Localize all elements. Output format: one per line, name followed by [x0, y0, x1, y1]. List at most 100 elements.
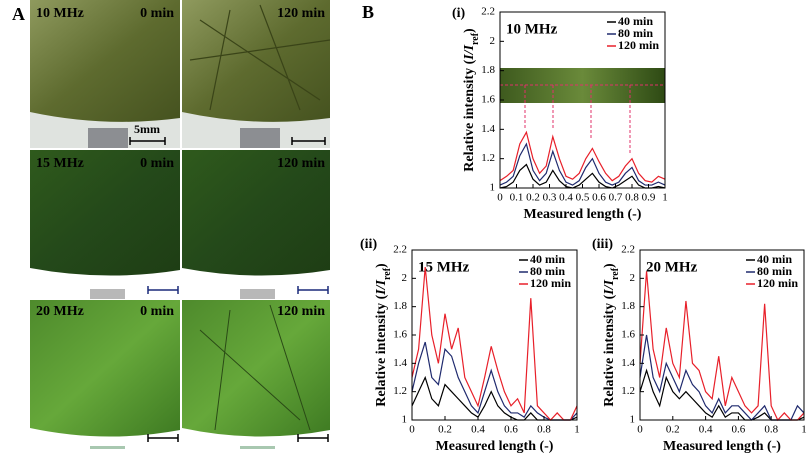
x-tick-label: 0.2 [526, 192, 540, 204]
photo [182, 150, 330, 276]
y-tick-label: 1.4 [481, 123, 495, 135]
y-axis-label: Relative intensity (I/Iref) [602, 263, 621, 407]
y-tick-label: 1.4 [621, 357, 635, 369]
y-axis-label-part: Relative intensity ( [462, 59, 477, 171]
x-tick-label: 0.6 [504, 424, 518, 436]
x-tick-label: 0.8 [537, 424, 551, 436]
scale-label: 5mm [134, 122, 160, 136]
y-tick-label: 1.6 [481, 94, 495, 106]
x-tick-label: 0.4 [471, 424, 485, 436]
photo-detail [240, 128, 280, 148]
chart-title: 20 MHz [646, 259, 698, 275]
x-tick-label: 0 [409, 424, 415, 436]
y-axis-label-part: ) [374, 263, 389, 268]
data-line [411, 266, 578, 421]
photo-row: 20 MHz 0 min 120 min [30, 300, 330, 449]
x-tick-label: 0.4 [559, 192, 573, 204]
photo-row: 15 MHz 0 min 120 min [30, 150, 330, 299]
legend-label: 80 min [618, 26, 653, 40]
veins [199, 304, 311, 431]
legend-label: 80 min [530, 264, 565, 278]
data-line [499, 163, 666, 189]
photo [30, 300, 180, 437]
legend-label: 120 min [618, 38, 659, 52]
photo [30, 0, 180, 122]
photo-label: 20 MHz [36, 304, 84, 319]
y-axis-label-part: ref [610, 267, 621, 280]
photo-label: 10 MHz [36, 6, 84, 21]
photo-label: 15 MHz [36, 156, 84, 171]
y-axis-label: Relative intensity (I/Iref) [462, 28, 481, 172]
y-tick-label: 1.2 [393, 385, 407, 397]
y-axis-label-part: I/I [374, 279, 389, 295]
photo-label: 120 min [277, 156, 325, 171]
scale-bar [129, 137, 326, 145]
y-axis-label-part: I/I [462, 44, 477, 60]
y-tick-label: 1 [490, 182, 496, 194]
y-tick-label: 1.2 [621, 385, 635, 397]
photo-detail [90, 446, 125, 449]
y-axis-label: Relative intensity (I/Iref) [374, 263, 393, 407]
y-tick-label: 2.2 [621, 244, 635, 256]
y-tick-label: 1.8 [621, 300, 635, 312]
x-tick-label: 0.2 [438, 424, 452, 436]
panel-label: (ii) [360, 237, 377, 252]
y-tick-label: 2 [630, 272, 636, 284]
x-axis-label: Measured length (-) [436, 439, 554, 454]
photo-detail [240, 289, 275, 299]
x-tick-label: 0.7 [609, 192, 623, 204]
y-axis-label-part: ) [462, 28, 477, 33]
panel-label: (i) [452, 6, 466, 21]
photo-detail [88, 128, 128, 148]
veins [189, 4, 331, 111]
photo-label: 0 min [140, 304, 174, 319]
y-tick-label: 2 [402, 272, 408, 284]
y-axis-label-part: ref [382, 267, 393, 280]
photo-row: 10 MHz 0 min 120 min 5mm [30, 0, 331, 148]
photo-label: 120 min [277, 304, 325, 319]
data-line [499, 130, 666, 183]
y-tick-label: 1 [630, 414, 636, 426]
legend-label: 40 min [530, 252, 565, 266]
legend-label: 40 min [618, 14, 653, 28]
y-tick-label: 2.2 [481, 6, 495, 18]
x-tick-label: 1 [662, 192, 668, 204]
y-tick-label: 2.2 [393, 244, 407, 256]
photo [30, 150, 180, 276]
x-tick-label: 0.4 [699, 424, 713, 436]
x-tick-label: 0.9 [642, 192, 656, 204]
y-axis-label-part: Relative intensity ( [602, 294, 617, 406]
data-line [639, 271, 805, 422]
x-tick-label: 0.6 [732, 424, 746, 436]
x-tick-label: 0.8 [625, 192, 639, 204]
inset-guide [500, 84, 665, 155]
y-axis-label-part: Relative intensity ( [374, 294, 389, 406]
scale-bar [147, 434, 329, 442]
y-tick-label: 2 [490, 35, 496, 47]
x-tick-label: 0 [637, 424, 643, 436]
data-line [499, 142, 666, 186]
x-axis-label: Measured length (-) [663, 439, 781, 454]
x-axis-label: Measured length (-) [524, 207, 642, 222]
legend-label: 40 min [757, 252, 792, 266]
x-tick-label: 0.8 [764, 424, 778, 436]
x-tick-label: 0 [497, 192, 503, 204]
y-tick-label: 1.2 [481, 152, 495, 164]
panel-label: B [362, 2, 374, 22]
photo [182, 300, 330, 437]
y-tick-label: 1.8 [481, 64, 495, 76]
legend-label: 120 min [530, 276, 571, 290]
x-tick-label: 0.3 [543, 192, 557, 204]
y-axis-label-part: ) [602, 263, 617, 268]
panel-label: (iii) [592, 237, 613, 252]
y-tick-label: 1.6 [393, 329, 407, 341]
y-tick-label: 1.4 [393, 357, 407, 369]
photo-label: 0 min [140, 156, 174, 171]
y-tick-label: 1.6 [621, 329, 635, 341]
legend-label: 120 min [757, 276, 798, 290]
y-tick-label: 1.8 [393, 300, 407, 312]
legend-label: 80 min [757, 264, 792, 278]
x-tick-label: 0.2 [666, 424, 680, 436]
chart-title: 10 MHz [506, 21, 558, 37]
